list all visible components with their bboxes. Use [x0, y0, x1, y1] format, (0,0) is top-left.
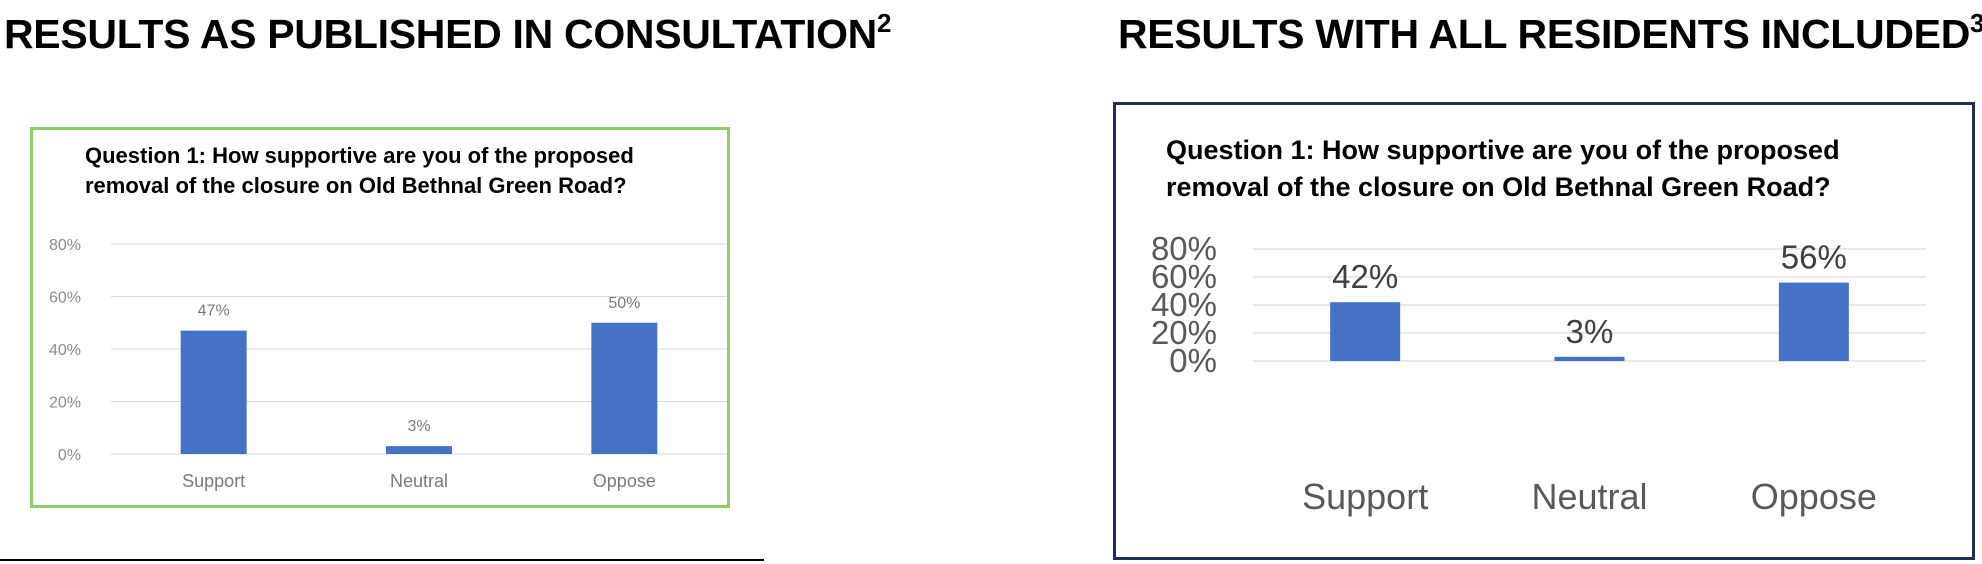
- data-label: 56%: [1781, 239, 1847, 276]
- bar-oppose: [591, 322, 658, 454]
- y-tick-label: 80%: [1151, 230, 1217, 267]
- y-tick-label: 80%: [49, 237, 81, 254]
- bar-support: [180, 330, 247, 454]
- data-label: 47%: [198, 303, 230, 320]
- right-heading-text: RESULTS WITH ALL RESIDENTS INCLUDED: [1118, 11, 1971, 57]
- chart-title: Question 1: How supportive are you of th…: [85, 143, 634, 199]
- data-label: 3%: [1566, 313, 1614, 350]
- chart-title: Question 1: How supportive are you of th…: [1166, 135, 1840, 203]
- published-results-bar-chart: 0% 20% 40% 60% 80% 47% Support 3% Neutral 50% Oppo…: [49, 237, 727, 491]
- x-category-label: Support: [1302, 476, 1428, 517]
- right-heading: RESULTS WITH ALL RESIDENTS INCLUDED3: [1118, 10, 1982, 57]
- left-heading-footnote: 2: [876, 8, 892, 38]
- bar-neutral: [1554, 356, 1625, 361]
- bar-support: [1330, 302, 1401, 361]
- right-heading-footnote: 3: [1970, 8, 1982, 38]
- data-label: 50%: [608, 295, 640, 312]
- x-category-label: Neutral: [1531, 476, 1647, 517]
- left-heading: RESULTS AS PUBLISHED IN CONSULTATION2: [4, 10, 891, 57]
- all-residents-chart-panel: Question 1: How supportive are you of th…: [1113, 102, 1975, 560]
- y-tick-label: 40%: [1151, 286, 1217, 323]
- data-label: 3%: [407, 418, 430, 435]
- x-category-label: Oppose: [1751, 476, 1877, 517]
- x-category-label: Oppose: [593, 471, 656, 491]
- all-residents-bar-chart: 0%20%40%60%80% 42% Support 3% Neutral 56% Oppo…: [1151, 230, 1926, 517]
- x-category-label: Support: [182, 471, 245, 491]
- bar-neutral: [386, 446, 452, 454]
- y-tick-label: 40%: [49, 342, 81, 359]
- footnote-divider: [0, 559, 764, 561]
- x-category-label: Neutral: [390, 471, 448, 491]
- published-results-chart-panel: Question 1: How supportive are you of th…: [30, 127, 730, 508]
- data-label: 42%: [1332, 258, 1398, 295]
- y-tick-label: 20%: [1151, 314, 1217, 351]
- y-tick-label: 60%: [1151, 258, 1217, 295]
- bar-oppose: [1778, 282, 1849, 361]
- y-tick-label: 60%: [49, 290, 81, 307]
- y-tick-label: 0%: [1169, 342, 1217, 379]
- y-tick-label: 20%: [49, 395, 81, 412]
- y-tick-label: 0%: [58, 447, 81, 464]
- left-heading-text: RESULTS AS PUBLISHED IN CONSULTATION: [4, 11, 877, 57]
